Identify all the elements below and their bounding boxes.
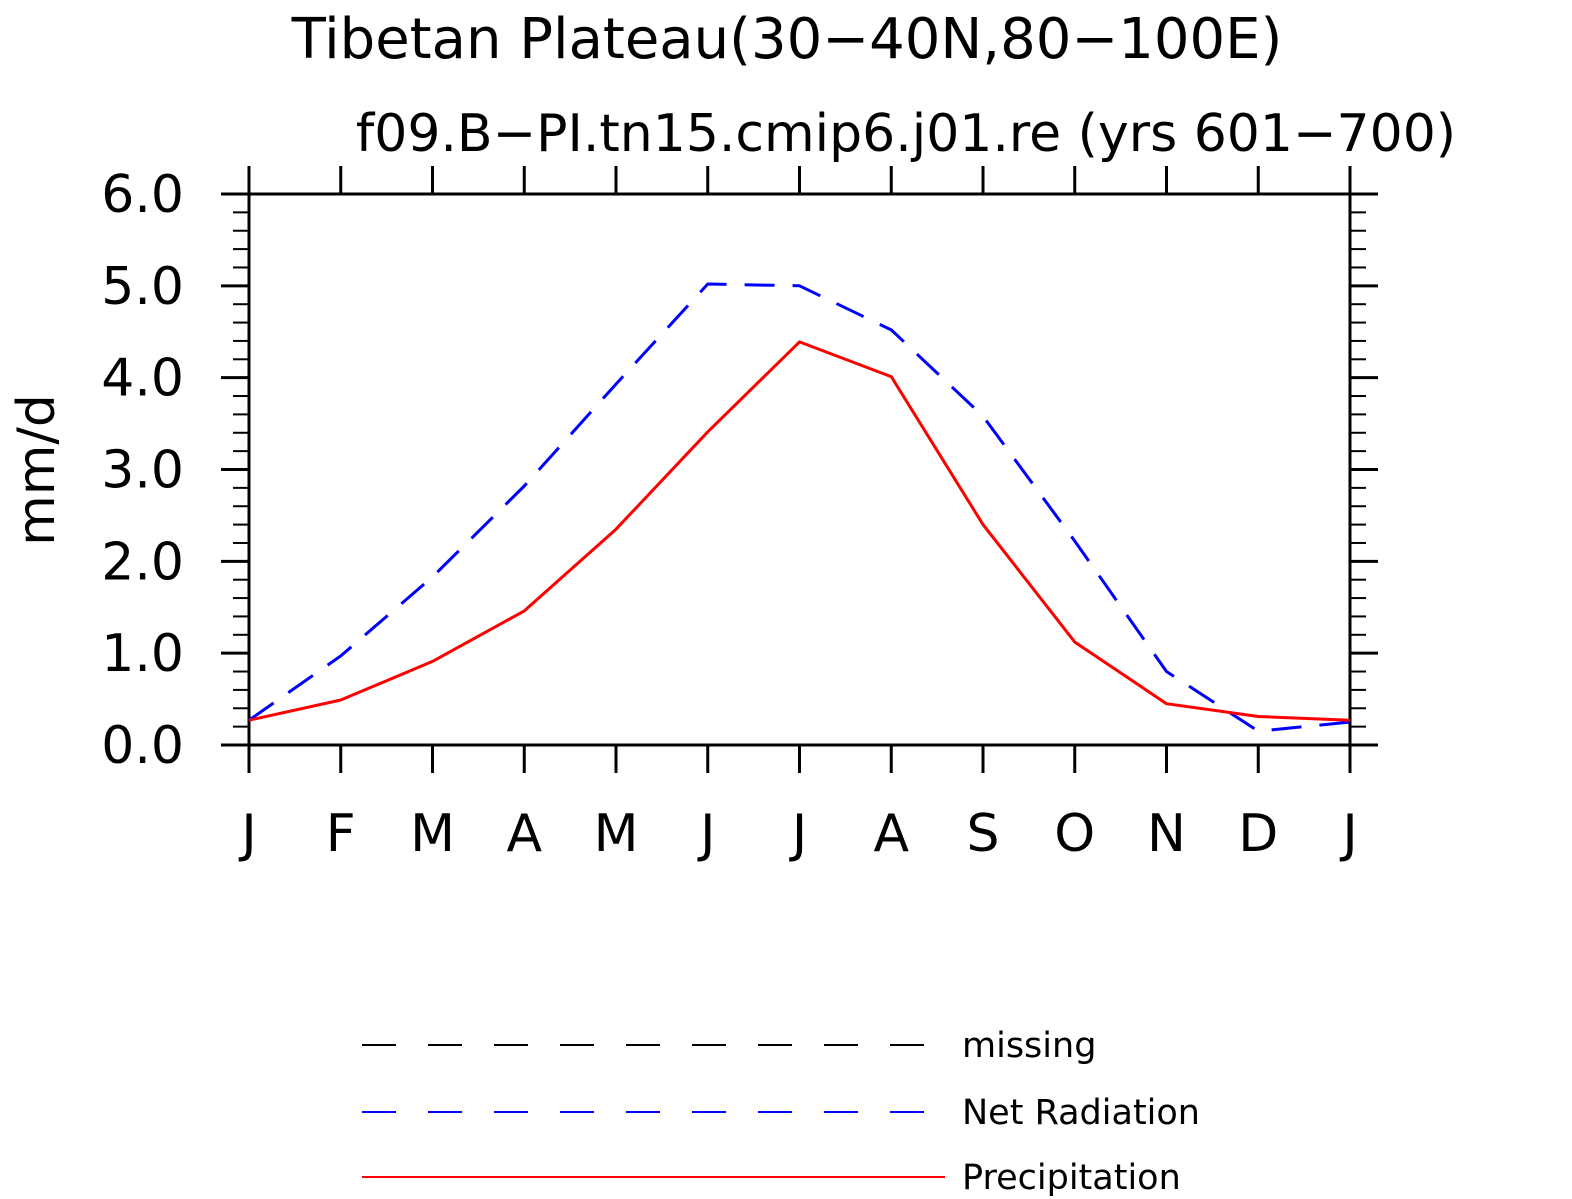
legend-label: Precipitation — [962, 1158, 1181, 1198]
legend-label: Net Radiation — [962, 1093, 1200, 1133]
x-tick-label: M — [410, 804, 455, 864]
y-tick-label: 4.0 — [101, 349, 184, 409]
y-tick-label: 3.0 — [101, 441, 184, 501]
y-axis-label: mm/d — [7, 394, 67, 546]
legend: missing Net Radiation Precipitation — [362, 1026, 1200, 1198]
x-tick-label: O — [1054, 804, 1095, 864]
x-tick-label: A — [873, 804, 909, 864]
y-tick-label: 2.0 — [101, 532, 184, 592]
axis-ticks — [221, 166, 1378, 773]
x-tick-label: S — [966, 804, 999, 864]
y-tick-labels: 0.0 1.0 2.0 3.0 4.0 5.0 6.0 — [101, 165, 184, 776]
y-tick-label: 5.0 — [101, 257, 184, 317]
chart-subtitle: f09.B−PI.tn15.cmip6.j01.re (yrs 601−700) — [356, 104, 1456, 164]
series-lines — [248, 282, 1351, 733]
x-tick-label: N — [1147, 804, 1186, 864]
series-line-precipitation — [248, 340, 1351, 722]
y-tick-label: 1.0 — [101, 624, 184, 684]
chart-title: Tibetan Plateau(30−40N,80−100E) — [291, 7, 1283, 72]
x-tick-label: J — [1339, 804, 1357, 864]
x-tick-label: J — [789, 804, 807, 864]
x-tick-label: F — [326, 804, 356, 864]
plot-frame — [247, 192, 1352, 747]
y-tick-label: 0.0 — [101, 716, 184, 776]
legend-label: missing — [962, 1026, 1096, 1066]
x-tick-label: D — [1238, 804, 1278, 864]
series-line-net-radiation — [248, 282, 1351, 733]
x-tick-label: M — [594, 804, 639, 864]
x-tick-label: J — [697, 804, 715, 864]
y-tick-label: 6.0 — [101, 165, 184, 225]
x-tick-label: J — [238, 804, 256, 864]
x-tick-label: A — [506, 804, 542, 864]
